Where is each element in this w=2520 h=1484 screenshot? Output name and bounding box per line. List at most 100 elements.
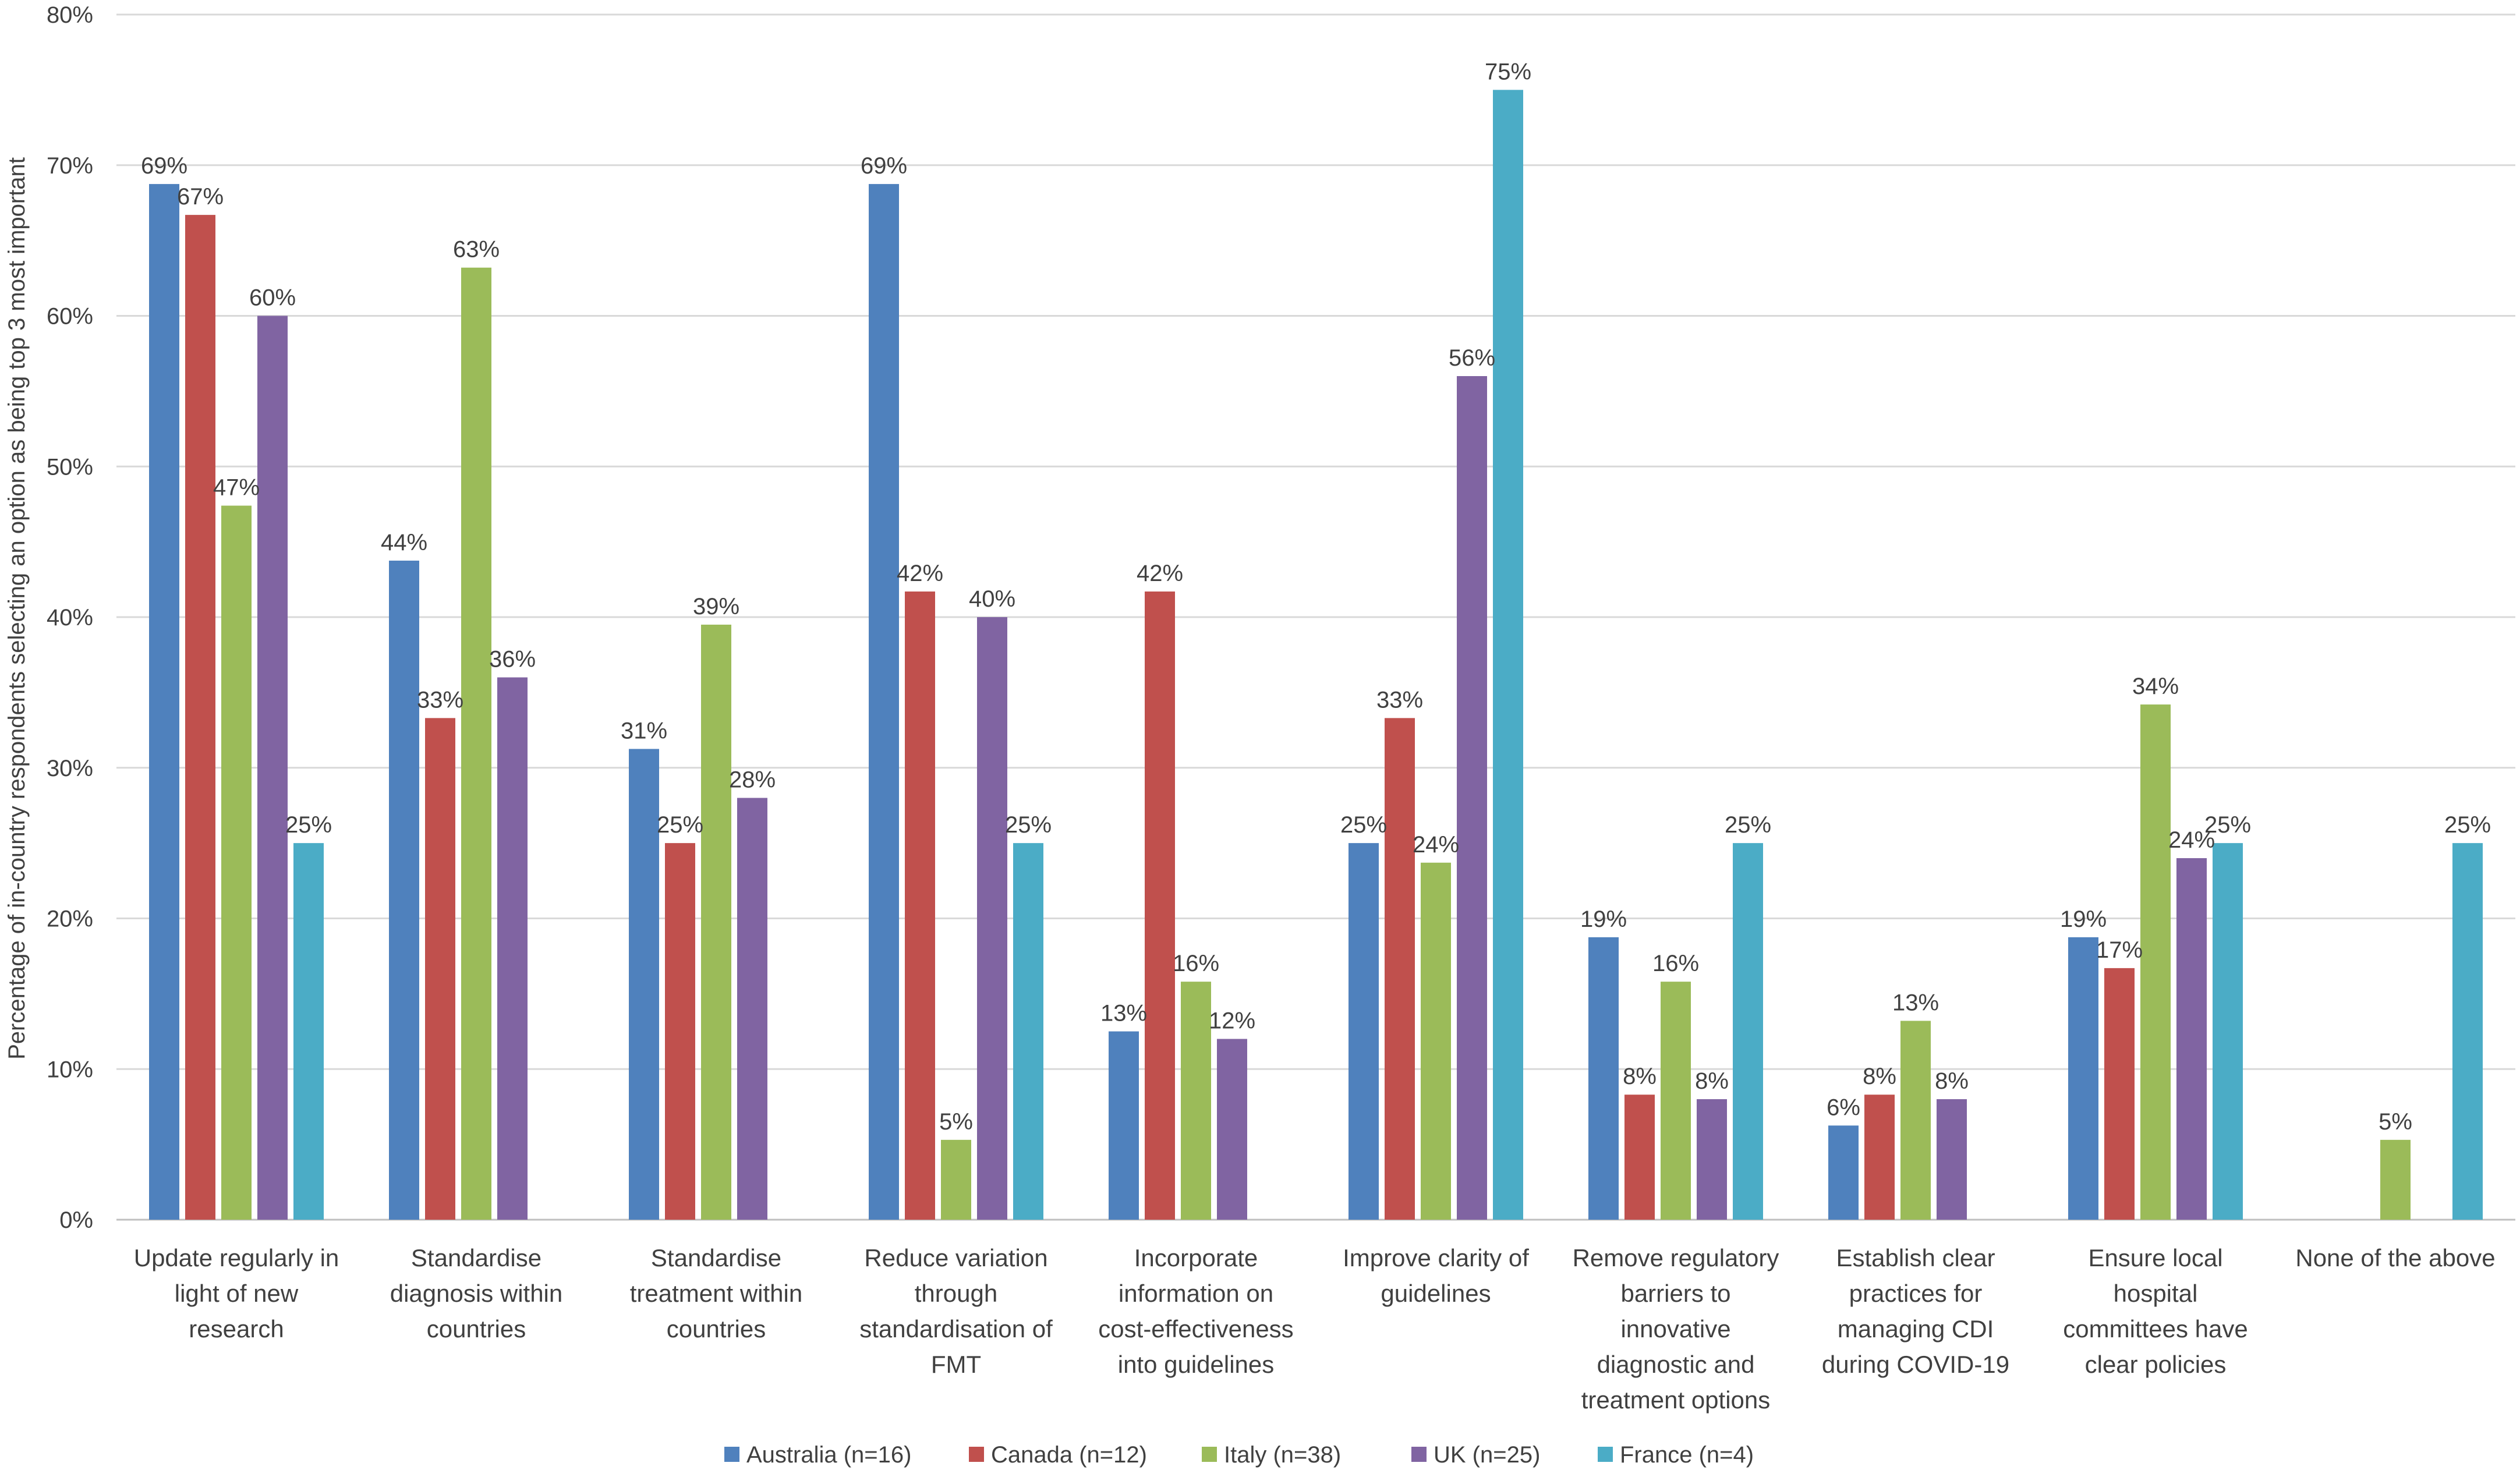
data-label: 8% xyxy=(1935,1068,1969,1094)
legend-swatch xyxy=(724,1447,739,1462)
data-label: 25% xyxy=(1725,812,1771,838)
bar xyxy=(1864,1095,1895,1220)
bar xyxy=(1493,90,1523,1220)
bar xyxy=(2452,843,2483,1220)
bar xyxy=(2176,858,2207,1220)
data-label: 25% xyxy=(1005,812,1052,838)
category-label: None of the above xyxy=(2295,1244,2495,1272)
bar xyxy=(2068,937,2098,1220)
bar xyxy=(149,184,179,1220)
bar xyxy=(389,560,419,1220)
y-axis-ticks: 0% 10% 20% 30% 40% 50% 60% 70% 80% xyxy=(47,2,93,1233)
y-tick-label: 40% xyxy=(47,605,93,631)
bar xyxy=(905,592,935,1220)
data-label: 16% xyxy=(1173,951,1219,976)
category-label: Remove regulatory barriers to innovative di… xyxy=(1573,1244,1779,1414)
bar xyxy=(1697,1099,1727,1220)
y-tick-label: 60% xyxy=(47,304,93,330)
data-label: 63% xyxy=(453,237,500,263)
data-label: 25% xyxy=(2444,812,2491,838)
bar xyxy=(1624,1095,1655,1220)
category-label: Standardise treatment within countries xyxy=(630,1244,802,1343)
legend-swatch xyxy=(1598,1447,1613,1462)
data-label: 24% xyxy=(2168,827,2215,853)
data-label: 19% xyxy=(1580,906,1627,932)
data-label: 31% xyxy=(621,718,667,743)
bar xyxy=(1588,937,1619,1220)
bars xyxy=(149,90,2483,1220)
data-label: 36% xyxy=(489,647,536,672)
category-label: Update regularly in light of new research xyxy=(134,1244,339,1343)
bar xyxy=(1457,376,1487,1220)
legend: Australia (n=16) Canada (n=12) Italy (n=38… xyxy=(724,1442,1754,1468)
bar xyxy=(701,624,731,1220)
data-label: 40% xyxy=(969,586,1015,612)
category-labels: Update regularly in light of new research S… xyxy=(134,1244,2496,1414)
bar xyxy=(1937,1099,1967,1220)
data-label: 16% xyxy=(1652,951,1699,976)
bar xyxy=(1349,843,1379,1220)
data-label: 25% xyxy=(2204,812,2251,838)
bar xyxy=(221,505,252,1220)
bar xyxy=(2213,843,2243,1220)
data-label: 25% xyxy=(1340,812,1387,838)
data-label: 33% xyxy=(417,687,463,713)
data-label: 12% xyxy=(1209,1008,1255,1034)
category-label: Establish clear practices for managing CDI… xyxy=(1822,1244,2009,1378)
data-label: 42% xyxy=(1137,561,1183,586)
bar xyxy=(629,749,659,1220)
legend-entry: UK (n=25) xyxy=(1434,1442,1540,1468)
data-label: 34% xyxy=(2132,674,2179,699)
category-label: Ensure local hospital committees have clear… xyxy=(2063,1244,2248,1378)
bar xyxy=(1661,982,1691,1220)
data-label: 33% xyxy=(1376,687,1423,713)
data-label: 60% xyxy=(249,285,296,311)
legend-entry: Canada (n=12) xyxy=(991,1442,1147,1468)
category-label: Standardise diagnosis within countries xyxy=(390,1244,563,1343)
data-label: 44% xyxy=(381,530,427,555)
data-label: 5% xyxy=(939,1109,973,1135)
data-label: 6% xyxy=(1827,1095,1860,1120)
bar xyxy=(2380,1139,2411,1220)
bar xyxy=(185,215,215,1220)
bar xyxy=(737,798,767,1220)
y-tick-label: 70% xyxy=(47,153,93,179)
data-labels: 69% 44% 31% 69% 13% 25% 19% 6% 19% 67% 33% 25% 42% 42… xyxy=(141,59,2491,1134)
data-label: 25% xyxy=(285,812,332,838)
data-label: 69% xyxy=(861,153,907,179)
data-label: 13% xyxy=(1100,1001,1147,1026)
bar xyxy=(665,843,695,1220)
bar xyxy=(1733,843,1763,1220)
y-tick-label: 10% xyxy=(47,1057,93,1082)
bar xyxy=(1013,843,1043,1220)
bar xyxy=(977,617,1007,1220)
bar xyxy=(941,1139,971,1220)
y-tick-label: 30% xyxy=(47,756,93,781)
bar xyxy=(461,267,491,1220)
category-label: Reduce variation through standardisation o… xyxy=(859,1244,1053,1378)
data-label: 17% xyxy=(2096,937,2143,963)
category-label: Improve clarity of guidelines xyxy=(1343,1244,1529,1307)
data-label: 13% xyxy=(1892,990,1939,1015)
data-label: 39% xyxy=(693,594,739,619)
bar xyxy=(1385,718,1415,1220)
bar xyxy=(1421,862,1451,1220)
legend-entry: Italy (n=38) xyxy=(1224,1442,1341,1468)
data-label: 67% xyxy=(177,184,224,210)
bar xyxy=(869,184,899,1220)
bar xyxy=(1145,592,1175,1220)
data-label: 25% xyxy=(657,812,703,838)
data-label: 75% xyxy=(1485,59,1531,84)
bar xyxy=(293,843,324,1220)
legend-swatch xyxy=(969,1447,984,1462)
data-label: 28% xyxy=(729,767,776,793)
data-label: 69% xyxy=(141,153,187,179)
bar xyxy=(1181,982,1211,1220)
bar xyxy=(2140,704,2171,1220)
bar xyxy=(425,718,455,1220)
bar xyxy=(257,316,288,1220)
bar xyxy=(1109,1031,1139,1220)
legend-entry: France (n=4) xyxy=(1620,1442,1754,1468)
data-label: 19% xyxy=(2060,906,2107,932)
